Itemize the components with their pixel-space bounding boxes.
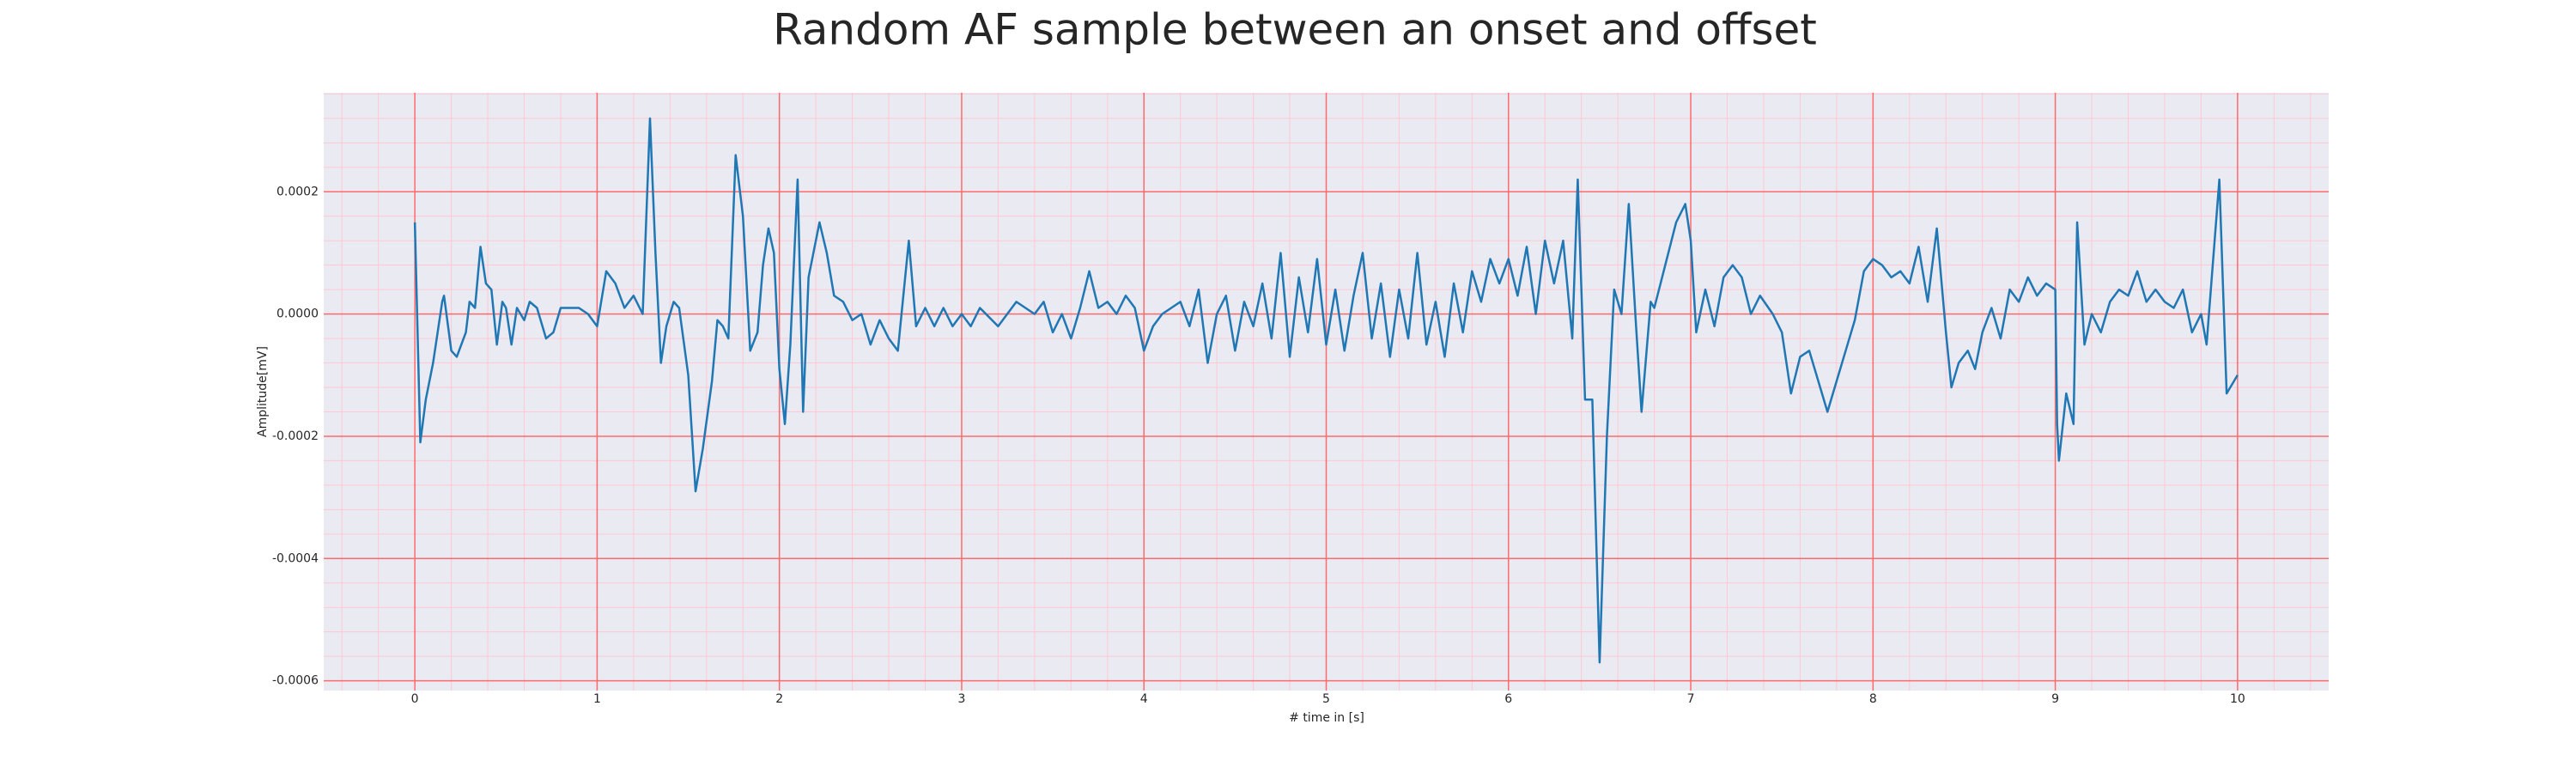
chart-title: Random AF sample between an onset and of… <box>773 5 1817 55</box>
x-tick-label: 10 <box>2230 692 2245 706</box>
y-tick-label: -0.0006 <box>272 674 319 688</box>
x-tick-label: 5 <box>1322 692 1330 706</box>
x-tick-label: 6 <box>1504 692 1512 706</box>
y-tick-label: 0.0000 <box>276 307 319 321</box>
x-tick-label: 1 <box>593 692 601 706</box>
x-tick-label: 8 <box>1869 692 1877 706</box>
x-tick-label: 9 <box>2051 692 2059 706</box>
x-tick-label: 7 <box>1687 692 1695 706</box>
x-tick-label: 2 <box>775 692 783 706</box>
signal-line <box>413 117 2239 664</box>
y-tick-label: 0.0002 <box>276 185 319 198</box>
y-axis-label: Amplitude[mV] <box>256 346 270 437</box>
x-tick-label: 3 <box>957 692 965 706</box>
x-tick-label: 4 <box>1140 692 1148 706</box>
x-tick-label: 0 <box>411 692 419 706</box>
y-tick-label: -0.0004 <box>272 551 319 565</box>
x-axis-label: # time in [s] <box>1289 711 1364 725</box>
y-tick-label: -0.0002 <box>272 429 319 443</box>
